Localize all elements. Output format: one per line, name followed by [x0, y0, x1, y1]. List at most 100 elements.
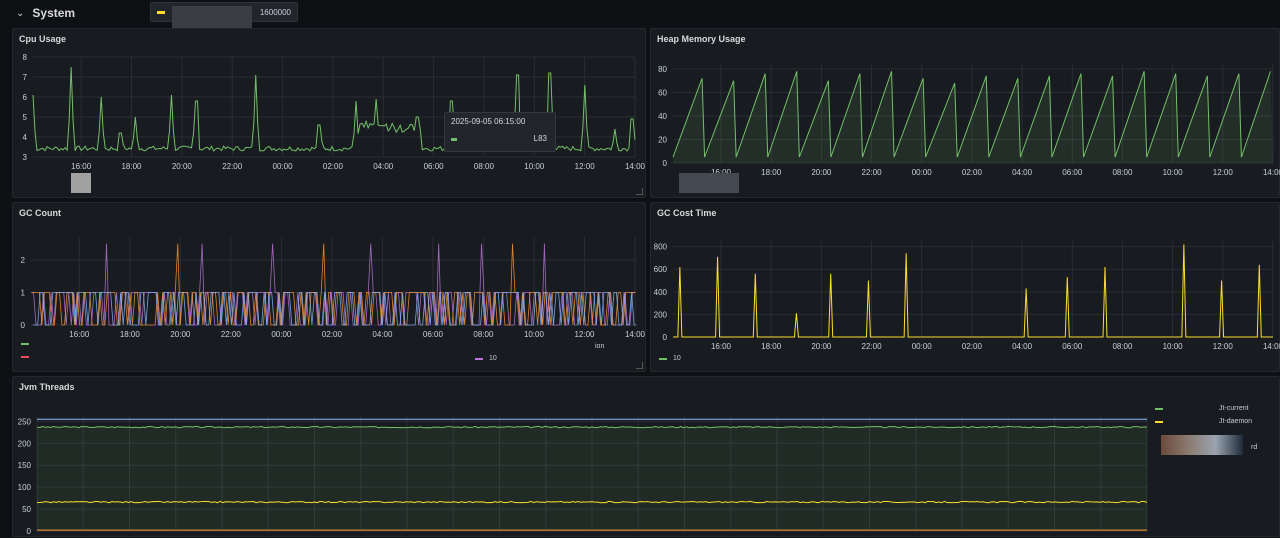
x-tick-label: 04:00	[372, 330, 393, 339]
series-line	[673, 244, 1273, 338]
y-tick-label: 4	[23, 133, 28, 142]
y-tick-label: 200	[18, 439, 32, 448]
x-tick-label: 22:00	[222, 162, 243, 171]
gc-cost-time-chart[interactable]: 800 600 400 200 0 16:00 18:00 20:00 22:00 00:00 02…	[651, 203, 1280, 373]
redacted-block	[172, 6, 252, 28]
x-tick-label: 20:00	[172, 162, 193, 171]
panel-jvm-threads[interactable]: Jvm Threads 250 200 150 100 50 0 Jt-current J…	[12, 376, 1280, 537]
x-tick-label: 08:00	[473, 330, 494, 339]
tooltip-value: L83	[533, 134, 547, 143]
heap-memory-chart[interactable]: 80 60 40 20 0 16:00 18:00 20:00 22:00 00:00 02:00 0…	[651, 29, 1280, 199]
y-tick-label: 400	[654, 288, 668, 297]
legend-swatch	[157, 10, 165, 14]
panel-heap-memory-usage[interactable]: Heap Memory Usage 80 60 40 20 0 16:00 18:00 20:…	[650, 28, 1280, 198]
legend-label: 10	[489, 355, 497, 362]
x-tick-label: 10:00	[1163, 168, 1184, 177]
series-area	[37, 426, 1147, 531]
y-tick-label: 7	[23, 73, 28, 82]
legend-item[interactable]: Jt-current	[1155, 405, 1249, 412]
legend-item[interactable]	[21, 356, 35, 358]
y-tick-label: 600	[654, 265, 668, 274]
panel-gc-count[interactable]: GC Count 2 1 0 16:00 18:00 20:00 22:00 00:00 02:…	[12, 202, 646, 372]
x-tick-label: 00:00	[912, 168, 933, 177]
resize-handle[interactable]	[636, 362, 643, 369]
x-tick-label: 10:00	[1163, 342, 1184, 351]
y-tick-label: 200	[654, 310, 668, 319]
y-tick-label: 8	[23, 53, 28, 62]
series-line	[36, 425, 1148, 429]
panel-title: Jvm Threads	[19, 382, 75, 392]
x-tick-label: 22:00	[221, 330, 242, 339]
x-tick-label: 14:00	[625, 162, 646, 171]
legend-swatch	[1155, 420, 1163, 423]
panel-gc-cost-time[interactable]: GC Cost Time 800 600 400 200 0 16:00 18:00 20:0…	[650, 202, 1280, 372]
y-tick-label: 0	[663, 159, 668, 168]
y-tick-label: 0	[21, 321, 26, 330]
chevron-down-icon[interactable]: ⌄	[16, 7, 25, 19]
y-tick-label: 5	[23, 113, 28, 122]
x-tick-label: 08:00	[474, 162, 495, 171]
x-tick-label: 02:00	[322, 330, 343, 339]
y-tick-label: 100	[18, 483, 32, 492]
x-tick-label: 06:00	[1062, 168, 1083, 177]
legend-swatch	[475, 357, 483, 360]
panel-title: Cpu Usage	[19, 34, 67, 44]
y-tick-label: 50	[22, 505, 31, 514]
legend-item[interactable]	[21, 343, 35, 345]
y-tick-label: 3	[23, 153, 28, 162]
x-tick-label: 16:00	[69, 330, 90, 339]
legend-extra-text: rd	[1251, 444, 1258, 451]
legend-right-text: ion	[595, 343, 605, 350]
x-tick-label: 06:00	[1062, 342, 1083, 351]
legend-swatch	[21, 356, 29, 358]
x-tick-label: 12:00	[1213, 342, 1234, 351]
legend-item[interactable]: Jt-daemon	[1155, 418, 1252, 425]
legend-swatch	[1155, 407, 1163, 410]
y-tick-label: 800	[654, 243, 668, 252]
series-line	[32, 292, 637, 326]
x-tick-label: 06:00	[423, 330, 444, 339]
x-tick-label: 02:00	[962, 342, 983, 351]
x-tick-label: 12:00	[1213, 168, 1234, 177]
legend-label: Jt-daemon	[1219, 418, 1253, 425]
y-tick-label: 40	[658, 112, 667, 121]
legend-swatch	[659, 357, 667, 360]
x-tick-label: 20:00	[170, 330, 191, 339]
legend-item[interactable]: 10	[659, 355, 681, 362]
x-tick-label: 00:00	[271, 330, 292, 339]
chart-tooltip: 2025-09-05 06:15:00 L83	[444, 112, 556, 152]
x-tick-label: 08:00	[1112, 168, 1133, 177]
series-line	[672, 71, 1271, 158]
x-tick-label: 14:00	[625, 330, 646, 339]
x-tick-label: 08:00	[1112, 342, 1133, 351]
y-tick-label: 0	[27, 527, 32, 536]
y-tick-label: 0	[663, 333, 668, 342]
x-tick-label: 00:00	[912, 342, 933, 351]
y-tick-label: 6	[23, 93, 28, 102]
x-tick-label: 06:00	[424, 162, 445, 171]
panel-title: GC Cost Time	[657, 208, 717, 218]
x-tick-label: 04:00	[373, 162, 394, 171]
legend-swatch	[21, 343, 29, 345]
y-tick-label: 80	[658, 65, 667, 74]
y-tick-label: 1	[21, 288, 26, 297]
resize-handle[interactable]	[636, 188, 643, 195]
tooltip-time: 2025-09-05 06:15:00	[451, 117, 526, 126]
legend-popover-value: 1600000	[259, 7, 291, 17]
x-tick-label: 12:00	[575, 162, 596, 171]
redacted-block	[71, 173, 91, 193]
x-tick-label: 18:00	[120, 330, 141, 339]
x-tick-label: 22:00	[862, 168, 883, 177]
x-tick-label: 20:00	[811, 168, 832, 177]
x-tick-label: 14:00	[1263, 168, 1280, 177]
tooltip-swatch	[451, 138, 457, 141]
y-tick-label: 250	[18, 417, 32, 426]
redacted-block	[679, 173, 739, 193]
x-tick-label: 04:00	[1012, 342, 1033, 351]
jvm-threads-chart[interactable]: 250 200 150 100 50 0	[13, 377, 1153, 538]
panel-title: GC Count	[19, 208, 61, 218]
x-tick-label: 18:00	[761, 168, 782, 177]
legend-item[interactable]: 10	[475, 355, 497, 362]
x-tick-label: 18:00	[761, 342, 782, 351]
